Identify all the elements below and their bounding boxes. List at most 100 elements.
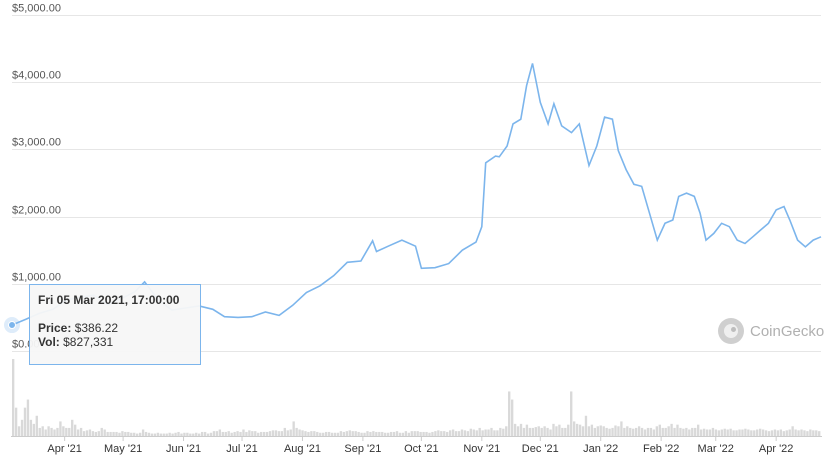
y-axis-ticks: $0.00$1,000.00$2,000.00$3,000.00$4,000.0…	[12, 3, 61, 351]
tooltip-vol-value: $827,331	[63, 335, 114, 349]
volume-bar	[664, 427, 667, 436]
volume-bar	[440, 431, 443, 436]
volume-bar	[268, 431, 272, 436]
volume-bar	[605, 427, 608, 436]
volume-bar	[702, 428, 706, 436]
volume-bar	[682, 428, 685, 436]
volume-bar	[118, 432, 121, 436]
volume-bar	[513, 423, 517, 436]
volume-bar	[738, 429, 741, 436]
volume-bar	[800, 429, 803, 436]
volume-bar	[94, 431, 98, 436]
volume-bar	[431, 431, 434, 436]
volume-bar	[221, 431, 224, 436]
volume-bar	[463, 430, 467, 436]
volume-bar	[667, 426, 670, 436]
volume-bar	[74, 424, 77, 436]
y-tick-label: $5,000.00	[12, 3, 61, 15]
volume-bar	[195, 432, 198, 436]
volume-bar	[578, 424, 582, 436]
volume-bar	[756, 429, 759, 436]
volume-bar	[85, 430, 89, 436]
volume-bar	[360, 432, 363, 436]
volume-bar	[192, 433, 195, 436]
volume-bar	[313, 431, 316, 436]
volume-bar	[274, 430, 278, 436]
volume-bar	[23, 407, 27, 436]
volume-bar	[770, 430, 774, 436]
x-tick-label: Nov '21	[463, 443, 500, 455]
volume-bar	[564, 427, 567, 436]
volume-bar	[534, 427, 537, 436]
volume-bar	[611, 427, 614, 436]
volume-bar	[773, 429, 777, 436]
x-tick-label: Jun '21	[166, 443, 201, 455]
volume-bar	[794, 429, 797, 436]
volume-bar	[44, 429, 47, 436]
volume-bar	[230, 432, 233, 436]
volume-bar	[168, 432, 171, 436]
volume-bar	[747, 429, 750, 436]
volume-bar	[283, 427, 286, 436]
volume-bar	[705, 429, 709, 436]
x-tick-label: Mar '22	[698, 443, 734, 455]
hover-marker-dot	[8, 321, 16, 330]
volume-bar	[65, 427, 68, 436]
volume-bar	[327, 431, 331, 436]
volume-bar	[537, 426, 540, 436]
volume-bar	[558, 424, 561, 436]
volume-bar	[115, 431, 118, 436]
volume-bar	[336, 432, 340, 436]
tooltip-date: Fri 05 Mar 2021, 17:00:00	[38, 293, 180, 307]
volume-bar	[174, 432, 177, 436]
volume-bar	[345, 431, 348, 436]
volume-bar	[460, 429, 464, 436]
volume-bar	[124, 431, 127, 436]
brand-name: CoinGecko	[750, 322, 825, 340]
volume-bar	[572, 421, 576, 436]
volume-bar	[481, 430, 484, 436]
volume-bar	[637, 426, 641, 436]
volume-bar	[138, 432, 142, 436]
volume-bar	[162, 433, 165, 436]
volume-bar	[68, 427, 71, 436]
volume-bar	[717, 430, 721, 436]
volume-bar	[127, 431, 130, 436]
volume-bar	[304, 431, 307, 436]
volume-bar	[410, 431, 413, 436]
volume-bar	[416, 431, 419, 436]
volume-bar	[508, 391, 511, 436]
volume-bar	[88, 429, 92, 436]
volume-bar	[673, 427, 676, 436]
volume-bar	[596, 426, 599, 436]
volume-bar	[392, 431, 396, 436]
volume-bar	[203, 431, 207, 436]
volume-bar	[322, 432, 325, 436]
volume-bar	[354, 431, 357, 436]
volume-bar	[466, 431, 470, 436]
volume-bar	[806, 431, 809, 436]
volume-bar	[753, 430, 756, 436]
tooltip-price-row: Price: $386.22	[38, 321, 192, 335]
volume-bar	[189, 433, 192, 436]
volume-bar	[519, 423, 523, 436]
volume-bar	[437, 430, 440, 436]
volume-bar	[658, 424, 661, 436]
volume-bar	[661, 427, 664, 436]
volume-bar	[587, 426, 591, 436]
volume-bar	[696, 424, 700, 436]
volume-bar	[150, 433, 154, 436]
volume-bar	[333, 432, 337, 436]
volume-bar	[791, 426, 794, 436]
volume-bar	[711, 427, 715, 436]
volume-bar	[785, 430, 788, 436]
volume-bar	[215, 431, 219, 436]
volume-bar	[71, 419, 74, 436]
volume-bar	[209, 432, 213, 436]
volume-bar	[543, 426, 546, 436]
volume-bar	[14, 407, 18, 436]
volume-bar	[679, 427, 682, 436]
volume-bar	[330, 432, 334, 436]
volume-bar	[617, 426, 620, 436]
